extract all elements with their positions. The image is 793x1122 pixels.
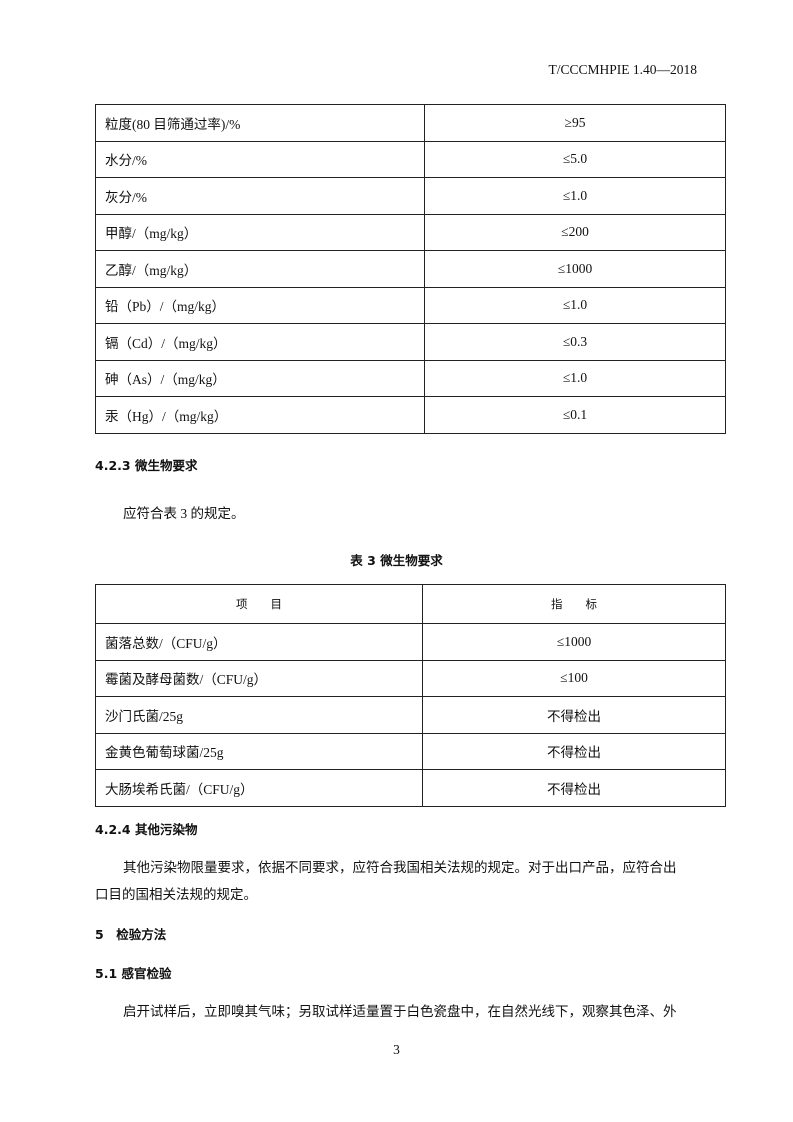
- item-cell: 镉（Cd）/（mg/kg）: [95, 323, 425, 361]
- item-cell: 沙门氏菌/25g: [95, 696, 423, 734]
- value-cell: ≤1.0: [424, 177, 726, 215]
- table-row: 砷（As）/（mg/kg） ≤1.0: [95, 359, 726, 397]
- value-cell: 不得检出: [422, 769, 726, 807]
- table-row: 霉菌及酵母菌数/（CFU/g） ≤100: [95, 659, 726, 697]
- table-row: 水分/% ≤5.0: [95, 140, 726, 178]
- table-row: 灰分/% ≤1.0: [95, 177, 726, 215]
- column-header-value: 指 标: [422, 584, 726, 624]
- value-cell: ≤100: [422, 659, 726, 697]
- item-cell: 霉菌及酵母菌数/（CFU/g）: [95, 659, 423, 697]
- item-cell: 粒度(80 目筛通过率)/%: [95, 104, 425, 142]
- table-row: 大肠埃希氏菌/（CFU/g） 不得检出: [95, 769, 726, 807]
- item-cell: 灰分/%: [95, 177, 425, 215]
- section-heading-5: 5 检验方法: [95, 927, 167, 942]
- value-cell: ≤1.0: [424, 286, 726, 324]
- section-heading-5-1: 5.1 感官检验: [95, 966, 172, 981]
- value-cell: ≤1.0: [424, 359, 726, 397]
- item-cell: 菌落总数/（CFU/g）: [95, 623, 423, 661]
- section-heading-4-2-4: 4.2.4 其他污染物: [95, 822, 198, 837]
- value-cell: ≤0.1: [424, 396, 726, 434]
- item-cell: 大肠埃希氏菌/（CFU/g）: [95, 769, 423, 807]
- table-caption: 表 3 微生物要求: [350, 553, 443, 568]
- value-cell: 不得检出: [422, 732, 726, 770]
- table-row: 菌落总数/（CFU/g） ≤1000: [95, 623, 726, 661]
- section-heading-4-2-3: 4.2.3 微生物要求: [95, 458, 198, 473]
- table-row: 乙醇/（mg/kg） ≤1000: [95, 250, 726, 288]
- table-row: 金黄色葡萄球菌/25g 不得检出: [95, 732, 726, 770]
- item-cell: 铅（Pb）/（mg/kg）: [95, 286, 425, 324]
- item-cell: 汞（Hg）/（mg/kg）: [95, 396, 425, 434]
- item-cell: 甲醇/（mg/kg）: [95, 213, 425, 251]
- value-cell: ≤1000: [422, 623, 726, 661]
- paragraph-line: 口目的国相关法规的规定。: [95, 887, 257, 902]
- value-cell: 不得检出: [422, 696, 726, 734]
- paragraph-line: 启开试样后，立即嗅其气味；另取试样适量置于白色瓷盘中，在自然光线下，观察其色泽、…: [123, 1004, 677, 1019]
- item-cell: 金黄色葡萄球菌/25g: [95, 732, 423, 770]
- table-row: 粒度(80 目筛通过率)/% ≥95: [95, 104, 726, 142]
- page-number: 3: [393, 1042, 400, 1057]
- table-row: 甲醇/（mg/kg） ≤200: [95, 213, 726, 251]
- table-physicochemical: 粒度(80 目筛通过率)/% ≥95 水分/% ≤5.0 灰分/% ≤1.0 甲醇/（mg/…: [95, 104, 726, 434]
- paragraph-line: 其他污染物限量要求，依据不同要求，应符合我国相关法规的规定。对于出口产品，应符合…: [123, 860, 677, 875]
- table-row: 汞（Hg）/（mg/kg） ≤0.1: [95, 396, 726, 434]
- table-row: 镉（Cd）/（mg/kg） ≤0.3: [95, 323, 726, 361]
- document-id: T/CCCMHPIE 1.40—2018: [548, 62, 697, 77]
- table-microbial: 项 目 指 标 菌落总数/（CFU/g） ≤1000 霉菌及酵母菌数/（CFU/g）…: [95, 584, 726, 807]
- value-cell: ≥95: [424, 104, 726, 142]
- table-row: 铅（Pb）/（mg/kg） ≤1.0: [95, 286, 726, 324]
- value-cell: ≤0.3: [424, 323, 726, 361]
- value-cell: ≤1000: [424, 250, 726, 288]
- value-cell: ≤200: [424, 213, 726, 251]
- value-cell: ≤5.0: [424, 140, 726, 178]
- table-row: 沙门氏菌/25g 不得检出: [95, 696, 726, 734]
- item-cell: 砷（As）/（mg/kg）: [95, 359, 425, 397]
- item-cell: 乙醇/（mg/kg）: [95, 250, 425, 288]
- paragraph: 应符合表 3 的规定。: [123, 506, 245, 521]
- item-cell: 水分/%: [95, 140, 425, 178]
- column-header-item: 项 目: [95, 584, 423, 624]
